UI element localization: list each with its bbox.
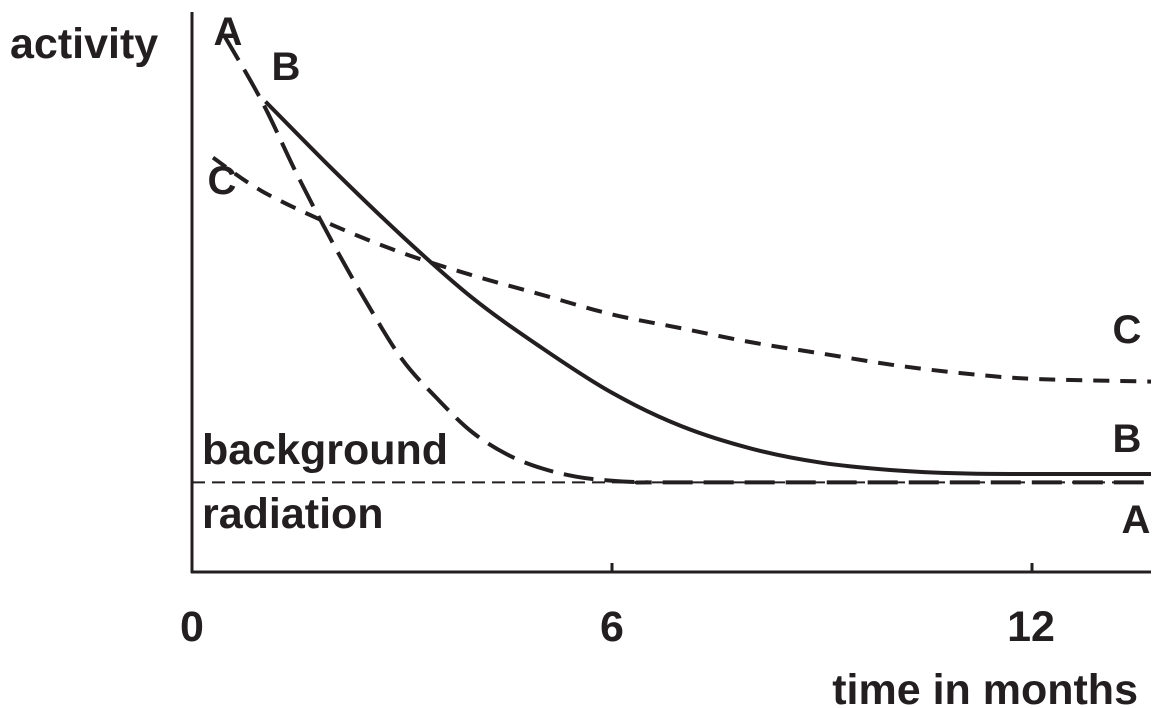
reference-label-top: background: [202, 426, 448, 474]
x-axis-label: time in months: [832, 666, 1138, 708]
series-label-c-start: C: [208, 159, 237, 203]
x-tick-label-6: 6: [600, 603, 624, 651]
series-label-c-end: C: [1113, 308, 1142, 352]
x-tick-label-12: 12: [1007, 603, 1055, 651]
series-line-a: [221, 33, 1151, 485]
series-label-a-end: A: [1122, 498, 1151, 542]
reference-label-bottom: radiation: [202, 490, 384, 538]
x-tick-label-0: 0: [180, 603, 204, 651]
series-line-c: [211, 155, 1152, 384]
series-label-a-start: A: [214, 10, 243, 54]
series-line-b: [264, 100, 1152, 477]
series-label-b-start: B: [272, 45, 301, 89]
series-label-b-end: B: [1113, 417, 1142, 461]
y-axis-label: activity: [10, 20, 158, 68]
